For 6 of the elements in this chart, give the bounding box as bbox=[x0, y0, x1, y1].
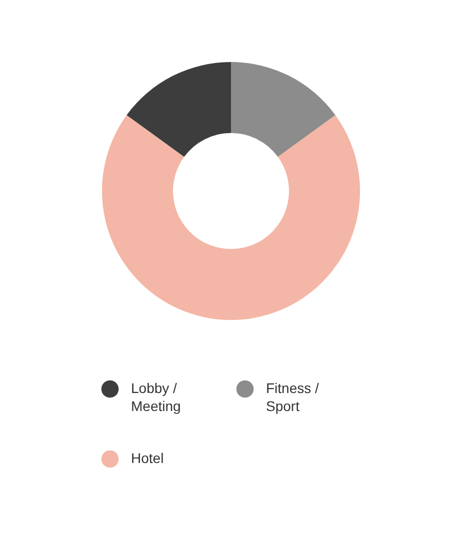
donut-slice bbox=[126, 62, 231, 157]
donut-slice bbox=[231, 62, 336, 157]
donut-slice bbox=[102, 115, 360, 320]
legend-label: Fitness / Sport bbox=[266, 380, 320, 414]
legend-label: Hotel bbox=[131, 450, 164, 466]
legend-label: Lobby / Meeting bbox=[131, 380, 181, 414]
